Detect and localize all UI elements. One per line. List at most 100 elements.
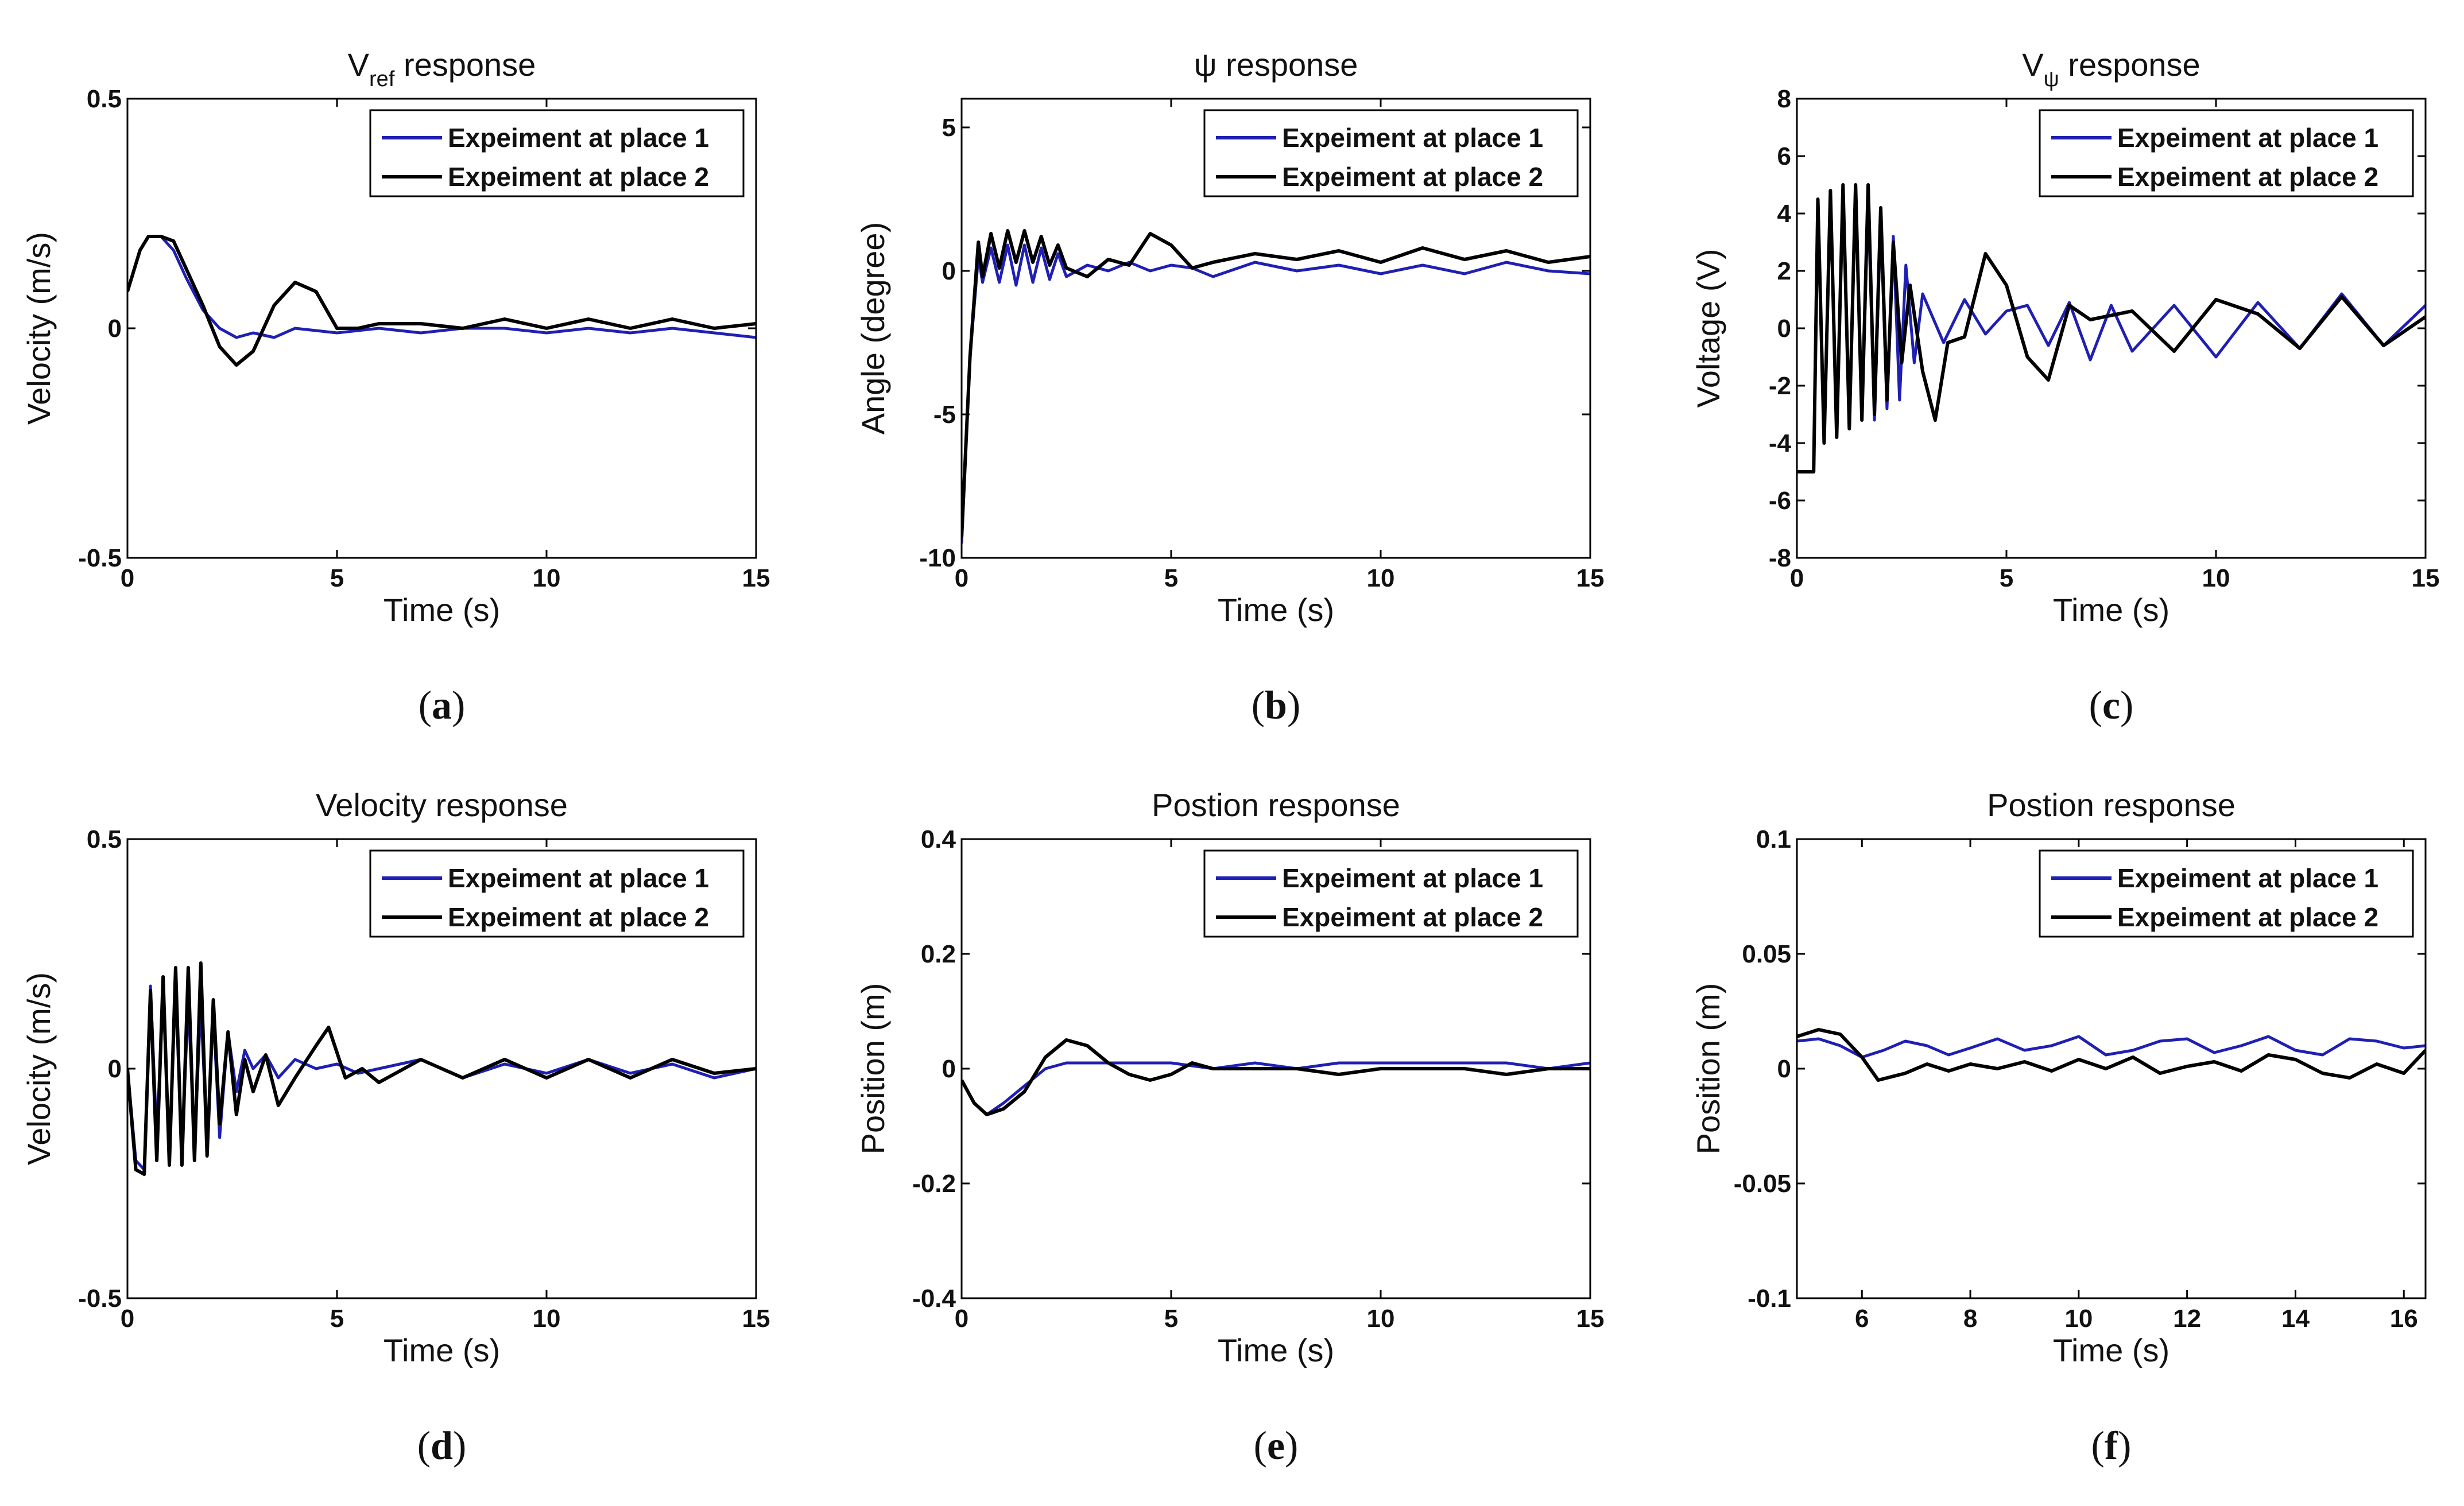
y-tick-label: 0.05 <box>1742 940 1791 968</box>
legend: Expeiment at place 1 Expeiment at place 2 <box>1203 849 1579 938</box>
y-tick-label: 0.5 <box>87 825 122 853</box>
series-line-1 <box>962 1061 1590 1116</box>
y-axis-label: Angle (degree) <box>855 222 891 434</box>
y-tick-label: -5 <box>933 401 956 429</box>
chart-title: Velocity response <box>316 787 568 823</box>
x-tick-label: 15 <box>1576 1305 1605 1333</box>
y-tick-label: 0 <box>942 1055 956 1083</box>
legend-label-1: Expeiment at place 1 <box>448 123 709 153</box>
x-tick-label: 10 <box>2202 564 2230 592</box>
panel-caption: (c) <box>2089 684 2134 728</box>
legend-box <box>369 849 745 938</box>
y-tick-label: 4 <box>1777 200 1792 228</box>
y-tick-label: 2 <box>1777 257 1791 285</box>
x-tick-label: 6 <box>1855 1305 1869 1333</box>
y-tick-label: -10 <box>919 544 956 572</box>
panel-caption: (d) <box>417 1424 467 1468</box>
y-tick-label: -0.1 <box>1748 1284 1791 1313</box>
legend: Expeiment at place 1 Expeiment at place 2 <box>2039 849 2414 938</box>
legend-label-2: Expeiment at place 2 <box>2117 162 2378 192</box>
y-axis-label: Velocity (m/s) <box>21 972 57 1165</box>
legend-box <box>369 109 745 197</box>
legend-label-2: Expeiment at place 2 <box>448 162 709 192</box>
y-tick-label: -0.5 <box>78 544 122 572</box>
y-axis-label: Position (m) <box>855 983 891 1155</box>
chart-title: Vψ response <box>2022 46 2200 91</box>
y-axis-label: Position (m) <box>1690 983 1726 1155</box>
y-tick-label: 6 <box>1777 142 1791 170</box>
series-line-2 <box>1797 183 2426 473</box>
y-tick-label: -0.05 <box>1734 1170 1791 1198</box>
y-tick-label: 0.2 <box>921 940 956 968</box>
chart-title: Vref response <box>348 46 536 91</box>
y-tick-label: -0.5 <box>78 1284 122 1313</box>
x-tick-label: 10 <box>533 1305 561 1333</box>
chart-title: ψ response <box>1194 46 1358 83</box>
legend-label-1: Expeiment at place 1 <box>1282 863 1543 893</box>
y-tick-label: -0.2 <box>912 1170 956 1198</box>
legend-label-2: Expeiment at place 2 <box>2117 902 2378 932</box>
x-tick-label: 14 <box>2281 1305 2310 1333</box>
legend: Expeiment at place 1 Expeiment at place 2 <box>2039 109 2414 197</box>
x-axis-label: Time (s) <box>383 1332 500 1368</box>
legend-box <box>1203 109 1579 197</box>
x-tick-label: 15 <box>2412 564 2440 592</box>
series-line-2 <box>1797 1028 2426 1082</box>
x-tick-label: 16 <box>2390 1305 2418 1333</box>
x-tick-label: 0 <box>121 564 134 592</box>
y-tick-label: 0 <box>1777 1055 1791 1083</box>
y-tick-label: -2 <box>1769 372 1791 400</box>
panel-caption: (a) <box>419 684 466 728</box>
y-tick-label: -6 <box>1769 487 1791 515</box>
x-tick-label: 5 <box>2000 564 2013 592</box>
panel-caption: (e) <box>1254 1424 1299 1468</box>
y-tick-label: 0.4 <box>921 825 956 853</box>
y-tick-label: 0 <box>1777 315 1791 343</box>
chart-title: Postion response <box>1152 787 1400 823</box>
y-tick-label: 0 <box>108 1055 122 1083</box>
x-tick-label: 15 <box>742 564 770 592</box>
y-tick-label: 8 <box>1777 85 1791 113</box>
y-tick-label: -8 <box>1769 544 1791 572</box>
chart-e: Postion response 0 5 10 15 -0.4 -0.2 0 0.2 0.4 Tim… <box>855 787 1604 1468</box>
panel-caption: (f) <box>2091 1424 2132 1468</box>
x-tick-label: 15 <box>1576 564 1605 592</box>
y-tick-label: 5 <box>942 114 956 142</box>
legend: Expeiment at place 1 Expeiment at place 2 <box>369 109 745 197</box>
series-line-1 <box>1797 1035 2426 1059</box>
x-tick-label: 10 <box>1367 1305 1395 1333</box>
y-tick-label: 0 <box>942 257 956 285</box>
x-tick-label: 5 <box>330 1305 344 1333</box>
legend: Expeiment at place 1 Expeiment at place 2 <box>369 849 745 938</box>
x-tick-label: 10 <box>2064 1305 2093 1333</box>
x-tick-label: 15 <box>742 1305 770 1333</box>
panel-caption: (b) <box>1252 684 1301 728</box>
y-tick-label: -4 <box>1769 429 1792 457</box>
x-tick-label: 8 <box>1963 1305 1977 1333</box>
x-tick-label: 0 <box>1790 564 1804 592</box>
legend-box <box>2039 849 2414 938</box>
series-line-2 <box>127 961 756 1176</box>
legend-box <box>2039 109 2414 197</box>
x-tick-label: 0 <box>121 1305 134 1333</box>
legend: Expeiment at place 1 Expeiment at place 2 <box>1203 109 1579 197</box>
x-axis-label: Time (s) <box>383 592 500 628</box>
y-axis-label: Voltage (V) <box>1690 249 1726 407</box>
legend-label-1: Expeiment at place 1 <box>1282 123 1543 153</box>
y-tick-label: 0.5 <box>87 85 122 113</box>
legend-label-1: Expeiment at place 1 <box>448 863 709 893</box>
x-axis-label: Time (s) <box>1218 1332 1334 1368</box>
axes-frame <box>960 98 1591 559</box>
legend-label-2: Expeiment at place 2 <box>448 902 709 932</box>
chart-title: Postion response <box>1987 787 2236 823</box>
chart-f: Postion response 6 8 10 12 14 16 -0.1 -0.05 0 0.05… <box>1690 787 2427 1468</box>
y-axis-label: Velocity (m/s) <box>21 232 57 425</box>
chart-b: ψ response 0 5 10 15 -10 -5 0 5 Time (s) Angle (de… <box>855 46 1604 728</box>
y-tick-label: 0.1 <box>1756 825 1791 853</box>
chart-c: Vψ response 0 5 10 15 -8 -6 -4 -2 0 2 4 6 8 Time (s) Vo… <box>1690 46 2439 728</box>
x-tick-label: 10 <box>533 564 561 592</box>
legend-box <box>1203 849 1579 938</box>
